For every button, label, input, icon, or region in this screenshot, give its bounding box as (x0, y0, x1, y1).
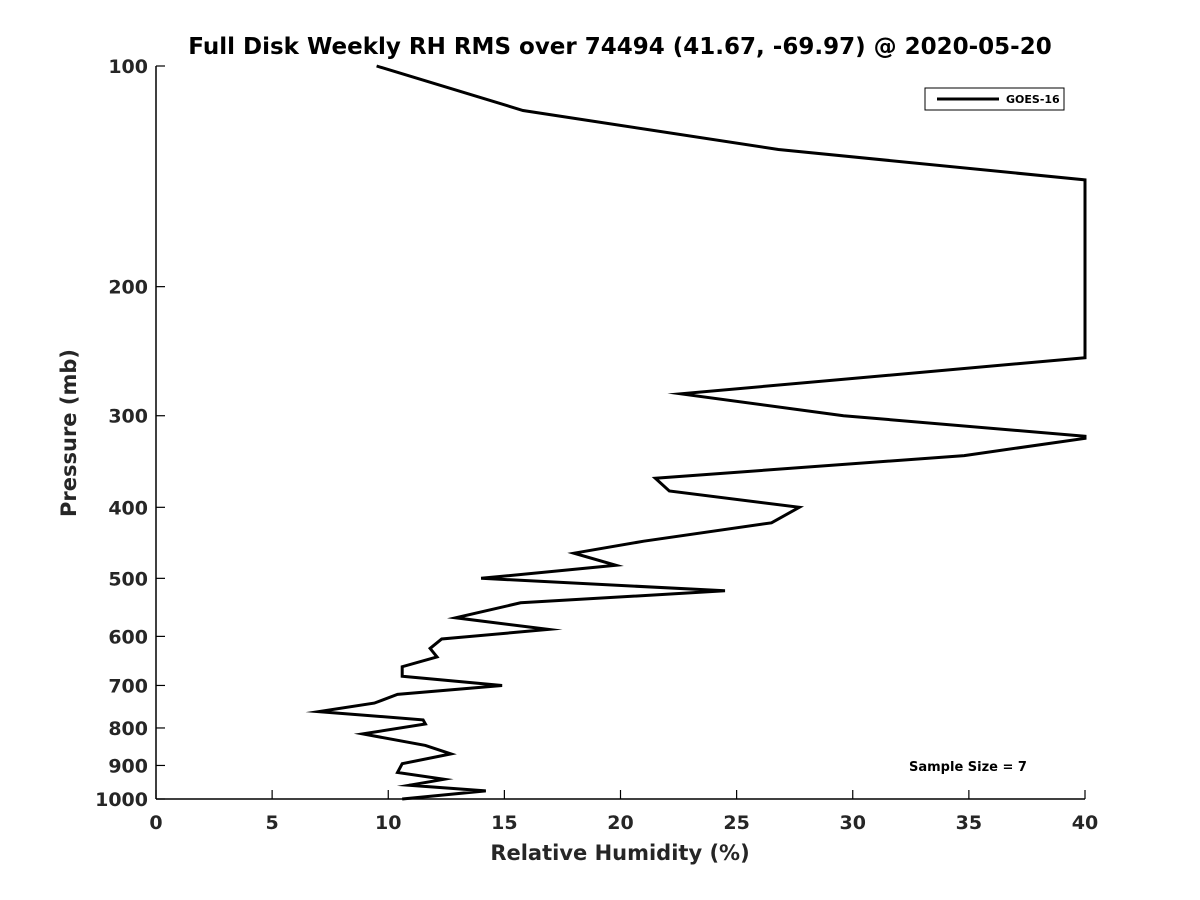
x-tick-label: 5 (266, 812, 279, 834)
legend: GOES-16 (924, 87, 1065, 111)
y-tick-label: 400 (108, 497, 148, 519)
y-tick-label: 300 (108, 406, 148, 428)
y-tick-label: 900 (108, 755, 148, 777)
x-tick-label: 40 (1072, 812, 1098, 834)
y-tick-label: 700 (108, 675, 148, 697)
x-tick-label: 20 (607, 812, 633, 834)
plot-area (305, 64, 1087, 801)
y-tick-label: 100 (108, 56, 148, 78)
y-tick-label: 200 (108, 277, 148, 299)
legend-label-goes-16: GOES-16 (1006, 93, 1060, 106)
sample-size-note: Sample Size = 7 (909, 760, 1027, 775)
y-tick-label: 600 (108, 626, 148, 648)
x-tick-label: 35 (956, 812, 982, 834)
y-tick-label: 1000 (95, 789, 148, 811)
x-tick-label: 25 (723, 812, 749, 834)
series-line-goes-16 (305, 64, 1087, 801)
y-tick-label: 800 (108, 718, 148, 740)
x-tick-label: 0 (149, 812, 162, 834)
y-tick-label: 500 (108, 568, 148, 590)
x-tick-label: 30 (840, 812, 866, 834)
chart-title: Full Disk Weekly RH RMS over 74494 (41.6… (188, 34, 1051, 60)
x-tick-label: 10 (375, 812, 401, 834)
x-tick-label: 15 (491, 812, 517, 834)
y-axis-label: Pressure (mb) (57, 349, 81, 517)
axes: 0 5 10 15 20 25 30 35 40 100 200 300 400 500 600 700 800… (95, 56, 1098, 834)
x-axis-label: Relative Humidity (%) (490, 841, 749, 865)
